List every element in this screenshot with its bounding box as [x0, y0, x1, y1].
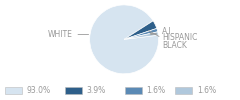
Text: HISPANIC: HISPANIC — [150, 33, 197, 42]
Wedge shape — [124, 32, 158, 39]
Wedge shape — [124, 21, 157, 39]
Text: A.I.: A.I. — [150, 27, 174, 36]
Text: 1.6%: 1.6% — [197, 86, 216, 95]
Text: 1.6%: 1.6% — [146, 86, 166, 95]
Text: 3.9%: 3.9% — [86, 86, 106, 95]
Wedge shape — [124, 28, 158, 39]
FancyBboxPatch shape — [65, 87, 82, 94]
FancyBboxPatch shape — [125, 87, 142, 94]
Text: BLACK: BLACK — [148, 30, 187, 50]
Text: 93.0%: 93.0% — [26, 86, 51, 95]
Text: WHITE: WHITE — [48, 30, 89, 39]
FancyBboxPatch shape — [5, 87, 22, 94]
Wedge shape — [90, 5, 159, 74]
FancyBboxPatch shape — [175, 87, 192, 94]
